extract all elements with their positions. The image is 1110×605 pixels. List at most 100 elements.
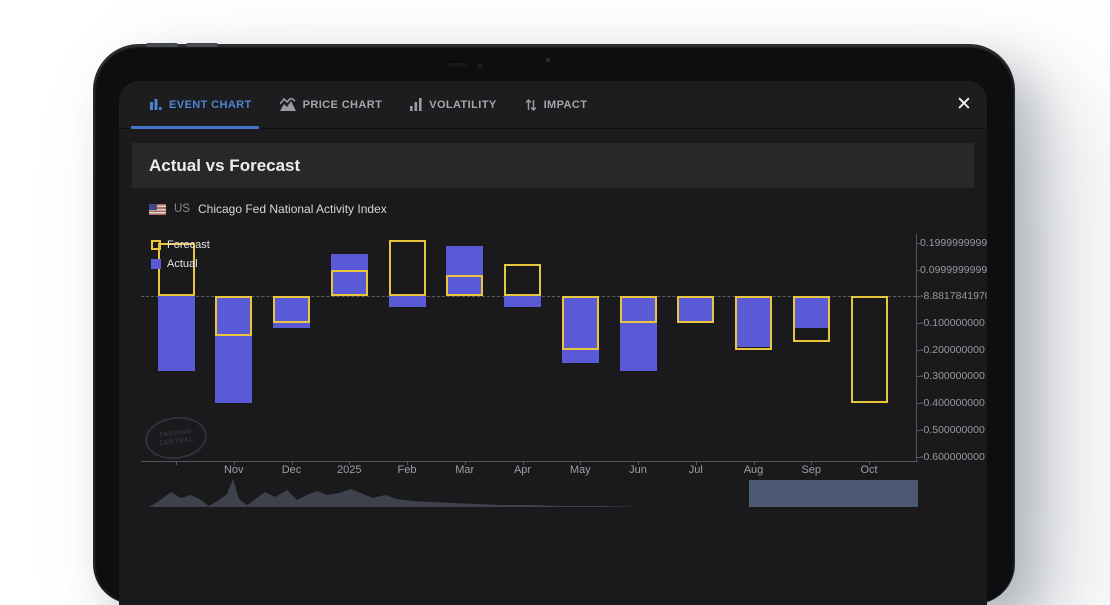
x-axis-tick [869, 461, 870, 465]
y-axis-label: 0.0999999999 [920, 263, 987, 276]
preview-area-chart [149, 479, 641, 507]
forecast-bar[interactable] [677, 296, 715, 323]
range-selector-handle[interactable] [749, 480, 918, 507]
y-axis-label: -0.400000000 [920, 397, 985, 410]
actual-swatch-icon [151, 259, 161, 269]
y-axis-label: 0.1999999999 [920, 236, 987, 249]
x-axis-label: Feb [397, 464, 417, 476]
plot-area [141, 234, 916, 461]
price-mountain-icon [279, 98, 296, 111]
x-axis-label: 2025 [337, 464, 362, 476]
actual-bar[interactable] [561, 296, 599, 364]
volume-button [186, 43, 218, 47]
actual-bar[interactable] [273, 296, 310, 329]
forecast-bar[interactable] [850, 296, 888, 404]
forecast-bar[interactable] [735, 296, 772, 350]
y-axis-label: -0.200000000 [920, 343, 985, 356]
legend-item-forecast[interactable]: Forecast [151, 239, 210, 251]
forecast-bar[interactable] [157, 242, 195, 297]
tab-label: PRICE CHART [302, 98, 383, 111]
x-axis-label: Jul [688, 464, 703, 476]
chart-panel: US Chicago Fed National Activity Index 0… [119, 188, 987, 605]
actual-bar[interactable] [504, 296, 541, 307]
x-axis-tick [464, 461, 466, 465]
y-axis-label: -0.500000000 [920, 423, 985, 436]
speaker-grille-icon [447, 61, 469, 67]
x-axis-label: Aug [743, 464, 764, 476]
legend-item-actual[interactable]: Actual [151, 258, 210, 270]
actual-bar[interactable] [157, 296, 195, 372]
x-axis-tick [233, 461, 235, 465]
y-axis-tick [916, 403, 920, 405]
tab-label: EVENT CHART [169, 98, 252, 111]
forecast-bar[interactable] [504, 264, 541, 297]
up-down-arrows-icon [525, 98, 537, 111]
actual-bar[interactable] [388, 296, 426, 307]
x-axis-label: May [569, 464, 591, 476]
tab-price-chart[interactable]: PRICE CHART [279, 98, 383, 111]
x-axis-tick [695, 461, 697, 465]
x-axis-label: Oct [860, 464, 878, 476]
x-axis-tick [522, 461, 524, 465]
y-axis-label: -0.300000000 [920, 370, 985, 383]
forecast-bar[interactable] [273, 296, 310, 323]
x-axis-tick [811, 461, 813, 465]
tab-event-chart[interactable]: EVENT CHART [149, 98, 252, 111]
forecast-bar[interactable] [446, 274, 484, 297]
instrument-name: Chicago Fed National Activity Index [197, 202, 387, 216]
tab-label: IMPACT [543, 98, 588, 111]
actual-bar[interactable] [677, 296, 715, 323]
tab-volatility[interactable]: VOLATILITY [410, 98, 496, 111]
x-axis-line [141, 461, 918, 462]
actual-bar[interactable] [215, 296, 253, 404]
chart-legend: Forecast Actual [151, 239, 210, 277]
forecast-bar[interactable] [792, 296, 830, 342]
legend-label: Forecast [167, 239, 210, 251]
legend-label: Actual [167, 258, 198, 270]
y-axis-tick [916, 456, 920, 458]
y-axis-label: -0.100000000 [920, 317, 985, 329]
section-title: Actual vs Forecast [149, 155, 301, 175]
x-axis-label: Sep [801, 464, 822, 476]
actual-bar[interactable] [735, 296, 772, 348]
event-chart: 0.1999999999 0.0999999999 -8.8817841970 -0.… [119, 188, 987, 605]
y-axis-tick [916, 269, 920, 271]
country-code: US [174, 203, 190, 215]
y-axis-label: -8.8817841970 [920, 290, 987, 303]
forecast-bar[interactable] [388, 240, 426, 297]
bar-chart-icon [150, 99, 162, 110]
y-axis-tick [916, 323, 920, 324]
volume-button [146, 43, 178, 47]
actual-bar[interactable] [330, 253, 368, 297]
forecast-swatch-icon [151, 240, 161, 250]
tablet-frame: EVENT CHART PRICE CHART VOLATILITY [93, 43, 1015, 605]
sensor-dot-icon [546, 58, 550, 62]
tab-label: VOLATILITY [429, 98, 497, 111]
close-button[interactable]: ✕ [956, 93, 972, 115]
y-axis-label: -0.600000000 [920, 450, 985, 463]
instrument-row: US Chicago Fed National Activity Index [149, 202, 387, 216]
section-header: Actual vs Forecast [132, 143, 974, 188]
y-axis-tick [916, 296, 920, 298]
y-axis-tick [916, 429, 920, 431]
forecast-bar[interactable] [215, 296, 253, 337]
y-axis-labels: 0.1999999999 0.0999999999 -8.8817841970 -0.… [920, 188, 987, 605]
x-axis-tick [638, 461, 639, 465]
actual-bar[interactable] [792, 296, 830, 329]
forecast-bar[interactable] [619, 296, 657, 323]
x-axis-label: Nov [223, 464, 244, 476]
actual-bar[interactable] [446, 245, 484, 297]
y-axis-tick [916, 242, 920, 244]
x-axis-tick [349, 461, 351, 465]
x-axis-label: Jun [629, 464, 647, 476]
actual-bar[interactable] [619, 296, 657, 372]
y-axis-tick [916, 349, 920, 351]
x-axis-label: Dec [281, 464, 302, 476]
x-axis-label: Apr [513, 464, 532, 476]
us-flag-icon [149, 203, 166, 215]
forecast-bar[interactable] [330, 269, 368, 297]
ascending-bars-icon [410, 98, 422, 111]
tab-impact[interactable]: IMPACT [525, 98, 588, 112]
x-axis-tick [407, 461, 408, 465]
forecast-bar[interactable] [561, 296, 599, 350]
